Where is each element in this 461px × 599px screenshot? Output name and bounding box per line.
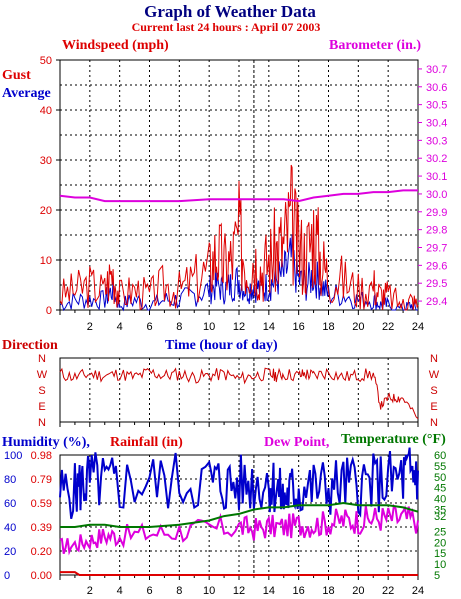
time-tick-label: 2: [87, 321, 93, 333]
time-tick-label-bottom: 6: [146, 585, 152, 597]
time-tick-label: 4: [117, 321, 123, 333]
series-humidity-line: [59, 447, 419, 520]
temperature-tick-label: 60: [434, 450, 446, 462]
windspeed-label: Windspeed (mph): [62, 38, 169, 53]
time-tick-label-bottom: 18: [322, 585, 334, 597]
plot-layer: 0102030405029.429.529.629.729.829.930.03…: [4, 55, 447, 597]
time-tick-label-bottom: 14: [263, 585, 275, 597]
direction-tick-label-left: W: [37, 369, 48, 381]
temperature-tick-label: 5: [434, 570, 440, 582]
series-direction-line: [59, 367, 419, 420]
series-gust-line: [59, 164, 419, 311]
humidity-tick-label: 80: [4, 474, 16, 486]
temperature-tick-label: 15: [434, 548, 446, 560]
direction-tick-label-left: E: [38, 401, 45, 413]
humidity-tick-label: 20: [4, 546, 16, 558]
temperature-tick-label: 10: [434, 559, 446, 571]
temperature-tick-label: 55: [434, 461, 446, 473]
legend-gust: Gust: [2, 68, 31, 83]
rainfall-label: Rainfall (in): [110, 435, 183, 450]
barometer-tick-label: 29.7: [426, 243, 447, 255]
rainfall-tick-label: 0.79: [31, 474, 52, 486]
rainfall-tick-label: 0.00: [31, 570, 52, 582]
rainfall-tick-label: 0.59: [31, 498, 52, 510]
barometer-label: Barometer (in.): [329, 38, 421, 53]
humidity-tick-label: 60: [4, 498, 16, 510]
barometer-tick-label: 29.8: [426, 225, 447, 237]
series-barometer-line: [59, 189, 418, 203]
time-tick-label: 14: [263, 321, 275, 333]
humidity-tick-label: 100: [4, 450, 22, 462]
time-tick-label-bottom: 2: [87, 585, 93, 597]
chart-subtitle: Current last 24 hours : April 07 2003: [132, 20, 321, 34]
time-tick-label: 18: [322, 321, 334, 333]
wind-ytick-label: 40: [40, 105, 52, 117]
temperature-tick-label: 35: [434, 505, 446, 517]
time-tick-label-bottom: 10: [203, 585, 215, 597]
time-tick-label-bottom: 4: [117, 585, 123, 597]
time-tick-label: 12: [233, 321, 245, 333]
legend-average: Average: [2, 86, 51, 101]
time-tick-label-bottom: 16: [293, 585, 305, 597]
barometer-tick-label: 29.6: [426, 260, 447, 272]
direction-tick-label-right: S: [430, 385, 437, 397]
barometer-tick-label: 30.0: [426, 189, 447, 201]
direction-tick-label-left: N: [38, 353, 46, 365]
direction-tick-label-right: N: [430, 417, 438, 429]
barometer-tick-label: 30.2: [426, 153, 447, 165]
wind-ytick-label: 50: [40, 55, 52, 67]
barometer-tick-label: 30.5: [426, 100, 447, 112]
rainfall-tick-label: 0.39: [31, 522, 52, 534]
time-axis-label: Time (hour of day): [165, 338, 278, 353]
barometer-tick-label: 30.7: [426, 64, 447, 76]
humidity-label: Humidity (%),: [2, 435, 90, 450]
series-dewpoint-line: [59, 503, 419, 556]
humidity-tick-label: 0: [4, 570, 10, 582]
barometer-tick-label: 30.1: [426, 171, 447, 183]
time-tick-label: 22: [382, 321, 394, 333]
time-tick-label-bottom: 24: [412, 585, 424, 597]
time-tick-label: 8: [176, 321, 182, 333]
time-tick-label-bottom: 22: [382, 585, 394, 597]
dewpoint-label: Dew Point,: [264, 435, 329, 450]
direction-tick-label-left: S: [38, 385, 45, 397]
temperature-tick-label: 50: [434, 472, 446, 484]
chart-title: Graph of Weather Data: [144, 2, 316, 21]
temperature-label: Temperature (°F): [341, 432, 446, 447]
series-rainfall-line: [60, 571, 418, 576]
direction-tick-label-right: W: [429, 369, 440, 381]
time-tick-label-bottom: 20: [352, 585, 364, 597]
direction-tick-label-right: E: [430, 401, 437, 413]
wind-ytick-label: 30: [40, 155, 52, 167]
barometer-tick-label: 29.5: [426, 278, 447, 290]
barometer-tick-label: 30.3: [426, 135, 447, 147]
humidity-tick-label: 40: [4, 522, 16, 534]
time-tick-label-bottom: 8: [176, 585, 182, 597]
temperature-tick-label: 32: [434, 511, 446, 523]
barometer-tick-label: 30.6: [426, 82, 447, 94]
barometer-tick-label: 29.4: [426, 296, 447, 308]
time-tick-label: 6: [146, 321, 152, 333]
temperature-tick-label: 20: [434, 537, 446, 549]
rainfall-tick-label: 0.98: [31, 450, 52, 462]
time-tick-label: 16: [293, 321, 305, 333]
temperature-tick-label: 45: [434, 483, 446, 495]
wind-ytick-label: 10: [40, 255, 52, 267]
time-tick-label: 24: [412, 321, 424, 333]
direction-tick-label-left: N: [38, 417, 46, 429]
temperature-tick-label: 25: [434, 526, 446, 538]
time-tick-label: 20: [352, 321, 364, 333]
direction-tick-label-right: N: [430, 353, 438, 365]
barometer-tick-label: 30.4: [426, 118, 447, 130]
wind-ytick-label: 20: [40, 205, 52, 217]
barometer-tick-label: 29.9: [426, 207, 447, 219]
series-temperature-line: [60, 501, 419, 528]
time-tick-label: 10: [203, 321, 215, 333]
temperature-tick-label: 40: [434, 494, 446, 506]
wind-ytick-label: 0: [46, 305, 52, 317]
direction-label: Direction: [2, 338, 58, 353]
time-tick-label-bottom: 12: [233, 585, 245, 597]
rainfall-tick-label: 0.20: [31, 546, 52, 558]
